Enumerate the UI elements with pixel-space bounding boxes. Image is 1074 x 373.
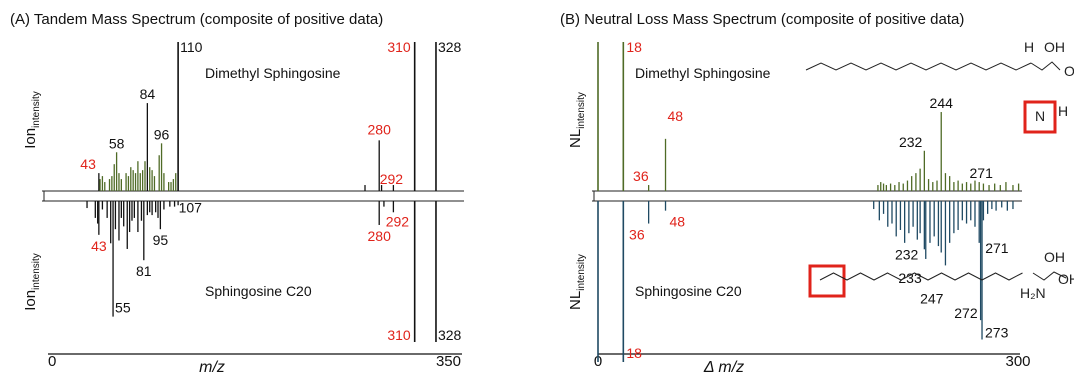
chart-title: (A) Tandem Mass Spectrum (composite of p…	[10, 11, 383, 28]
peak-label-bottom: 232	[895, 246, 919, 262]
alkyl-chain	[819, 272, 1023, 281]
peak-label-bottom: 81	[136, 263, 152, 279]
peak-label-bottom: 233	[898, 270, 922, 286]
panel-b: (B) Neutral Loss Mass Spectrum (composit…	[560, 11, 1074, 373]
peak-label-top: 244	[930, 95, 954, 111]
compound-name-top: Dimethyl Sphingosine	[205, 65, 341, 81]
peak-label-top: 84	[140, 86, 156, 102]
atom-label: H₂N	[1020, 285, 1046, 301]
y-axis-label-top: Ionintensity	[22, 91, 42, 149]
atom-label: N	[1035, 108, 1045, 124]
peak-label-bottom: 328	[438, 327, 462, 343]
peak-label-top: 96	[154, 126, 170, 142]
peak-label-top: 271	[970, 165, 994, 181]
peak-label-top: 310	[387, 39, 411, 55]
x-axis-label: m/z	[199, 359, 225, 373]
chart-title: (B) Neutral Loss Mass Spectrum (composit…	[560, 11, 964, 28]
peak-label-top: 43	[80, 156, 96, 172]
peak-label-top: 18	[626, 39, 642, 55]
atom-label: H	[1058, 103, 1068, 119]
peak-label-bottom: 36	[629, 227, 645, 243]
y-axis-label-bottom: Ionintensity	[22, 253, 42, 311]
y-axis-label-bottom: NLintensity	[567, 254, 587, 310]
atom-label: O	[1064, 63, 1074, 79]
peak-label-bottom: 43	[91, 238, 107, 254]
structure-sphingosine-c20: OH H₂N OH	[808, 249, 1074, 301]
x-tick-label: 0	[48, 353, 56, 370]
peak-label-bottom: 55	[115, 300, 131, 316]
peak-label-top: 328	[438, 39, 462, 55]
atom-label: H	[1024, 39, 1034, 55]
peak-label-bottom: 18	[626, 345, 642, 361]
peak-label-bottom: 48	[670, 214, 686, 230]
highlight-box	[808, 264, 846, 298]
peak-label-top: 36	[633, 168, 649, 184]
atom-label: OH	[1044, 39, 1065, 55]
peak-label-top: 110	[180, 39, 203, 55]
peak-label-top: 280	[368, 121, 392, 137]
atom-label: OH	[1058, 271, 1074, 287]
y-axis-label-top: NLintensity	[567, 92, 587, 148]
peak-label-bottom: 292	[386, 213, 410, 229]
peak-label-bottom: 310	[387, 327, 411, 343]
peak-label-bottom: 95	[153, 232, 169, 248]
peak-label-bottom: 271	[985, 240, 1009, 256]
peak-label-top: 292	[380, 171, 404, 187]
peak-label-bottom: 107	[179, 200, 203, 216]
chain-head	[1032, 271, 1067, 281]
peak-label-bottom: 247	[920, 290, 944, 306]
compound-name-bottom: Sphingosine C20	[205, 283, 312, 299]
x-tick-label: 300	[1005, 353, 1030, 370]
atom-label: OH	[1044, 249, 1065, 265]
peak-label-bottom: 280	[368, 228, 392, 244]
peak-label-top: 58	[109, 135, 125, 151]
compound-name-bottom: Sphingosine C20	[635, 283, 742, 299]
chain-head	[1030, 61, 1061, 71]
peak-label-top: 232	[899, 134, 923, 150]
x-axis-label: Δ m/z	[703, 359, 744, 373]
x-tick-label: 350	[436, 353, 461, 370]
peak-label-top: 48	[668, 108, 684, 124]
panel-a: (A) Tandem Mass Spectrum (composite of p…	[10, 11, 464, 373]
highlight-box	[1023, 100, 1057, 134]
peak-label-bottom: 273	[985, 324, 1009, 340]
alkyl-chain	[805, 62, 1032, 71]
compound-name-top: Dimethyl Sphingosine	[635, 65, 771, 81]
peak-label-bottom: 272	[954, 305, 978, 321]
